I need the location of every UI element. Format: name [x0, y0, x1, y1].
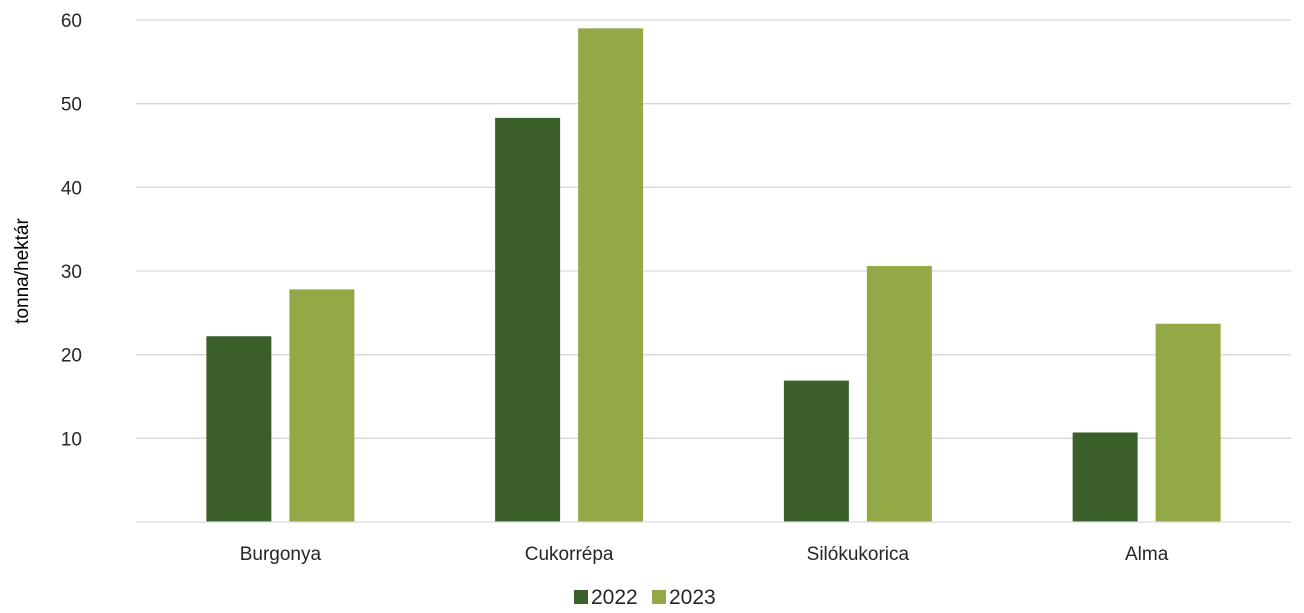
y-tick-label: 40: [61, 178, 82, 199]
y-tick-label: 10: [61, 429, 82, 450]
legend-swatch-2022: [574, 590, 588, 604]
bar-2023-silókukorica: [866, 265, 932, 522]
x-tick-label: Cukorrépa: [525, 544, 614, 565]
y-tick-label: 60: [61, 11, 82, 32]
x-tick-label: Alma: [1125, 544, 1169, 565]
legend-label-2022: 2022: [591, 586, 638, 609]
y-tick-label: 50: [61, 95, 82, 116]
y-tick-label: 20: [61, 346, 82, 367]
bar-2023-cukorrépa: [578, 28, 644, 522]
legend-swatch-2023: [652, 590, 666, 604]
y-axis-title: tonna/hektár: [12, 218, 33, 324]
bar-2023-alma: [1155, 323, 1221, 522]
legend-label-2023: 2023: [669, 586, 716, 609]
bar-2022-alma: [1072, 432, 1138, 522]
x-tick-label: Silókukorica: [807, 544, 910, 565]
bar-2022-silókukorica: [783, 380, 849, 522]
bar-2023-burgonya: [289, 289, 355, 522]
y-axis-ticks: 10 20 30 40 50 60: [61, 11, 82, 450]
legend: 2022 2023: [574, 586, 716, 609]
bars: [206, 28, 1221, 522]
x-tick-label: Burgonya: [240, 544, 322, 565]
bar-2022-burgonya: [206, 336, 272, 522]
x-axis-ticks: Burgonya Cukorrépa Silókukorica Alma: [240, 544, 1169, 565]
y-tick-label: 30: [61, 262, 82, 283]
bar-2022-cukorrépa: [495, 117, 561, 522]
